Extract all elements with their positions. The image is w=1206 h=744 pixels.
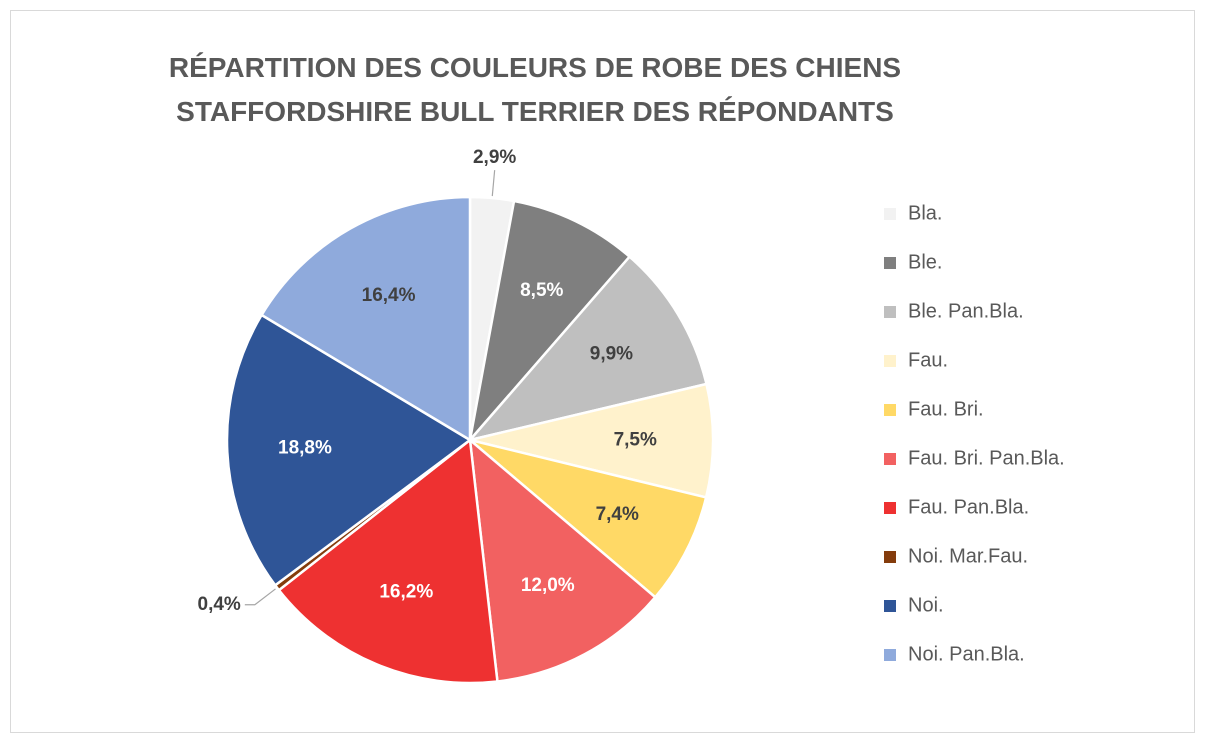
- legend-label: Bla.: [908, 202, 942, 224]
- leader-line: [491, 170, 496, 197]
- legend-label: Fau.: [908, 349, 948, 371]
- pie-slice: [259, 195, 472, 443]
- legend-label: Fau. Pan.Bla.: [908, 496, 1029, 518]
- legend-swatch: [884, 502, 896, 514]
- data-label: 9,9%: [590, 344, 633, 365]
- pie-slice: [225, 313, 473, 588]
- data-label: 7,4%: [596, 504, 639, 525]
- data-label: 0,4%: [198, 594, 241, 615]
- chart-title: RÉPARTITION DES COULEURS DE ROBE DES CHI…: [168, 52, 902, 127]
- data-label: 16,2%: [379, 581, 433, 602]
- data-label: 2,9%: [473, 147, 516, 168]
- legend-swatch: [884, 306, 896, 318]
- legend-label: Noi. Mar.Fau.: [908, 545, 1028, 567]
- legend-swatch: [884, 600, 896, 612]
- data-label: 16,4%: [362, 285, 416, 306]
- data-label: 8,5%: [520, 280, 563, 301]
- legend-label: Noi.: [908, 594, 944, 616]
- leader-line: [244, 588, 276, 606]
- data-label: 7,5%: [614, 430, 657, 451]
- legend-label: Ble. Pan.Bla.: [908, 300, 1024, 322]
- legend-swatch: [884, 649, 896, 661]
- legend-swatch: [884, 208, 896, 220]
- legend-swatch: [884, 355, 896, 367]
- legend-label: Fau. Bri.: [908, 398, 984, 420]
- pie-slice: [469, 438, 708, 599]
- legend-swatch: [884, 551, 896, 563]
- data-label: 12,0%: [521, 575, 575, 596]
- pie-slice: [466, 254, 708, 443]
- pie-slice: [469, 382, 715, 499]
- pie-slice: [277, 437, 499, 685]
- legend-swatch: [884, 453, 896, 465]
- pie-slice: [468, 437, 658, 683]
- pie-slice: [467, 199, 632, 445]
- legend-label: Noi. Pan.Bla.: [908, 643, 1025, 665]
- legend-swatch: [884, 257, 896, 269]
- legend-label: Fau. Bri. Pan.Bla.: [908, 447, 1065, 469]
- data-label: 18,8%: [278, 437, 332, 458]
- legend-swatch: [884, 404, 896, 416]
- legend-label: Ble.: [908, 251, 942, 273]
